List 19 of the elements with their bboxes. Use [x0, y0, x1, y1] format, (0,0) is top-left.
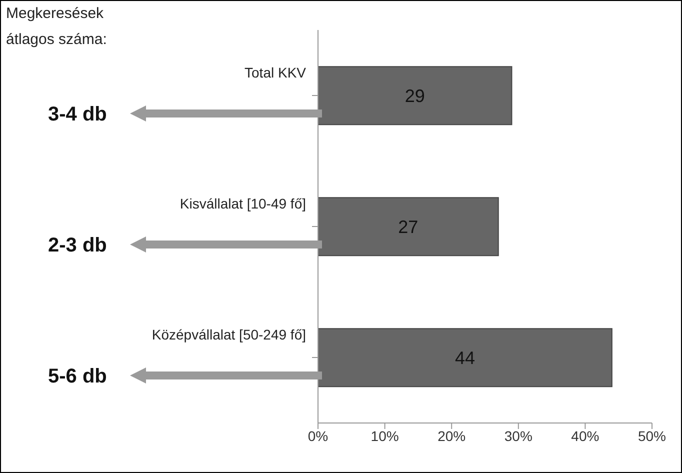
bar	[318, 328, 612, 388]
data-label: 44	[454, 348, 475, 368]
data-label: 29	[404, 86, 425, 106]
x-tick-label: 0%	[308, 428, 328, 444]
data-label: 27	[398, 217, 418, 238]
x-tick-label: 40%	[571, 428, 600, 444]
x-tick-label: 20%	[438, 428, 466, 444]
bar	[318, 197, 499, 256]
x-tick-label: 30%	[504, 428, 532, 444]
y-tick-label: Középvállalat [50-249 fő]	[152, 326, 306, 342]
y-tick-label: Kisvállalat [10-49 fő]	[180, 196, 306, 212]
text: Megkeresések átlagos száma:	[6, 5, 107, 48]
y-tick-label: Total KKV	[244, 64, 307, 80]
text: 3-4 db	[48, 104, 107, 126]
bar	[318, 66, 512, 126]
text: 2-3 db	[48, 234, 107, 256]
x-tick-label: 50%	[638, 428, 666, 444]
text: 5-6 db	[48, 366, 107, 388]
x-tick-label: 10%	[370, 428, 399, 444]
